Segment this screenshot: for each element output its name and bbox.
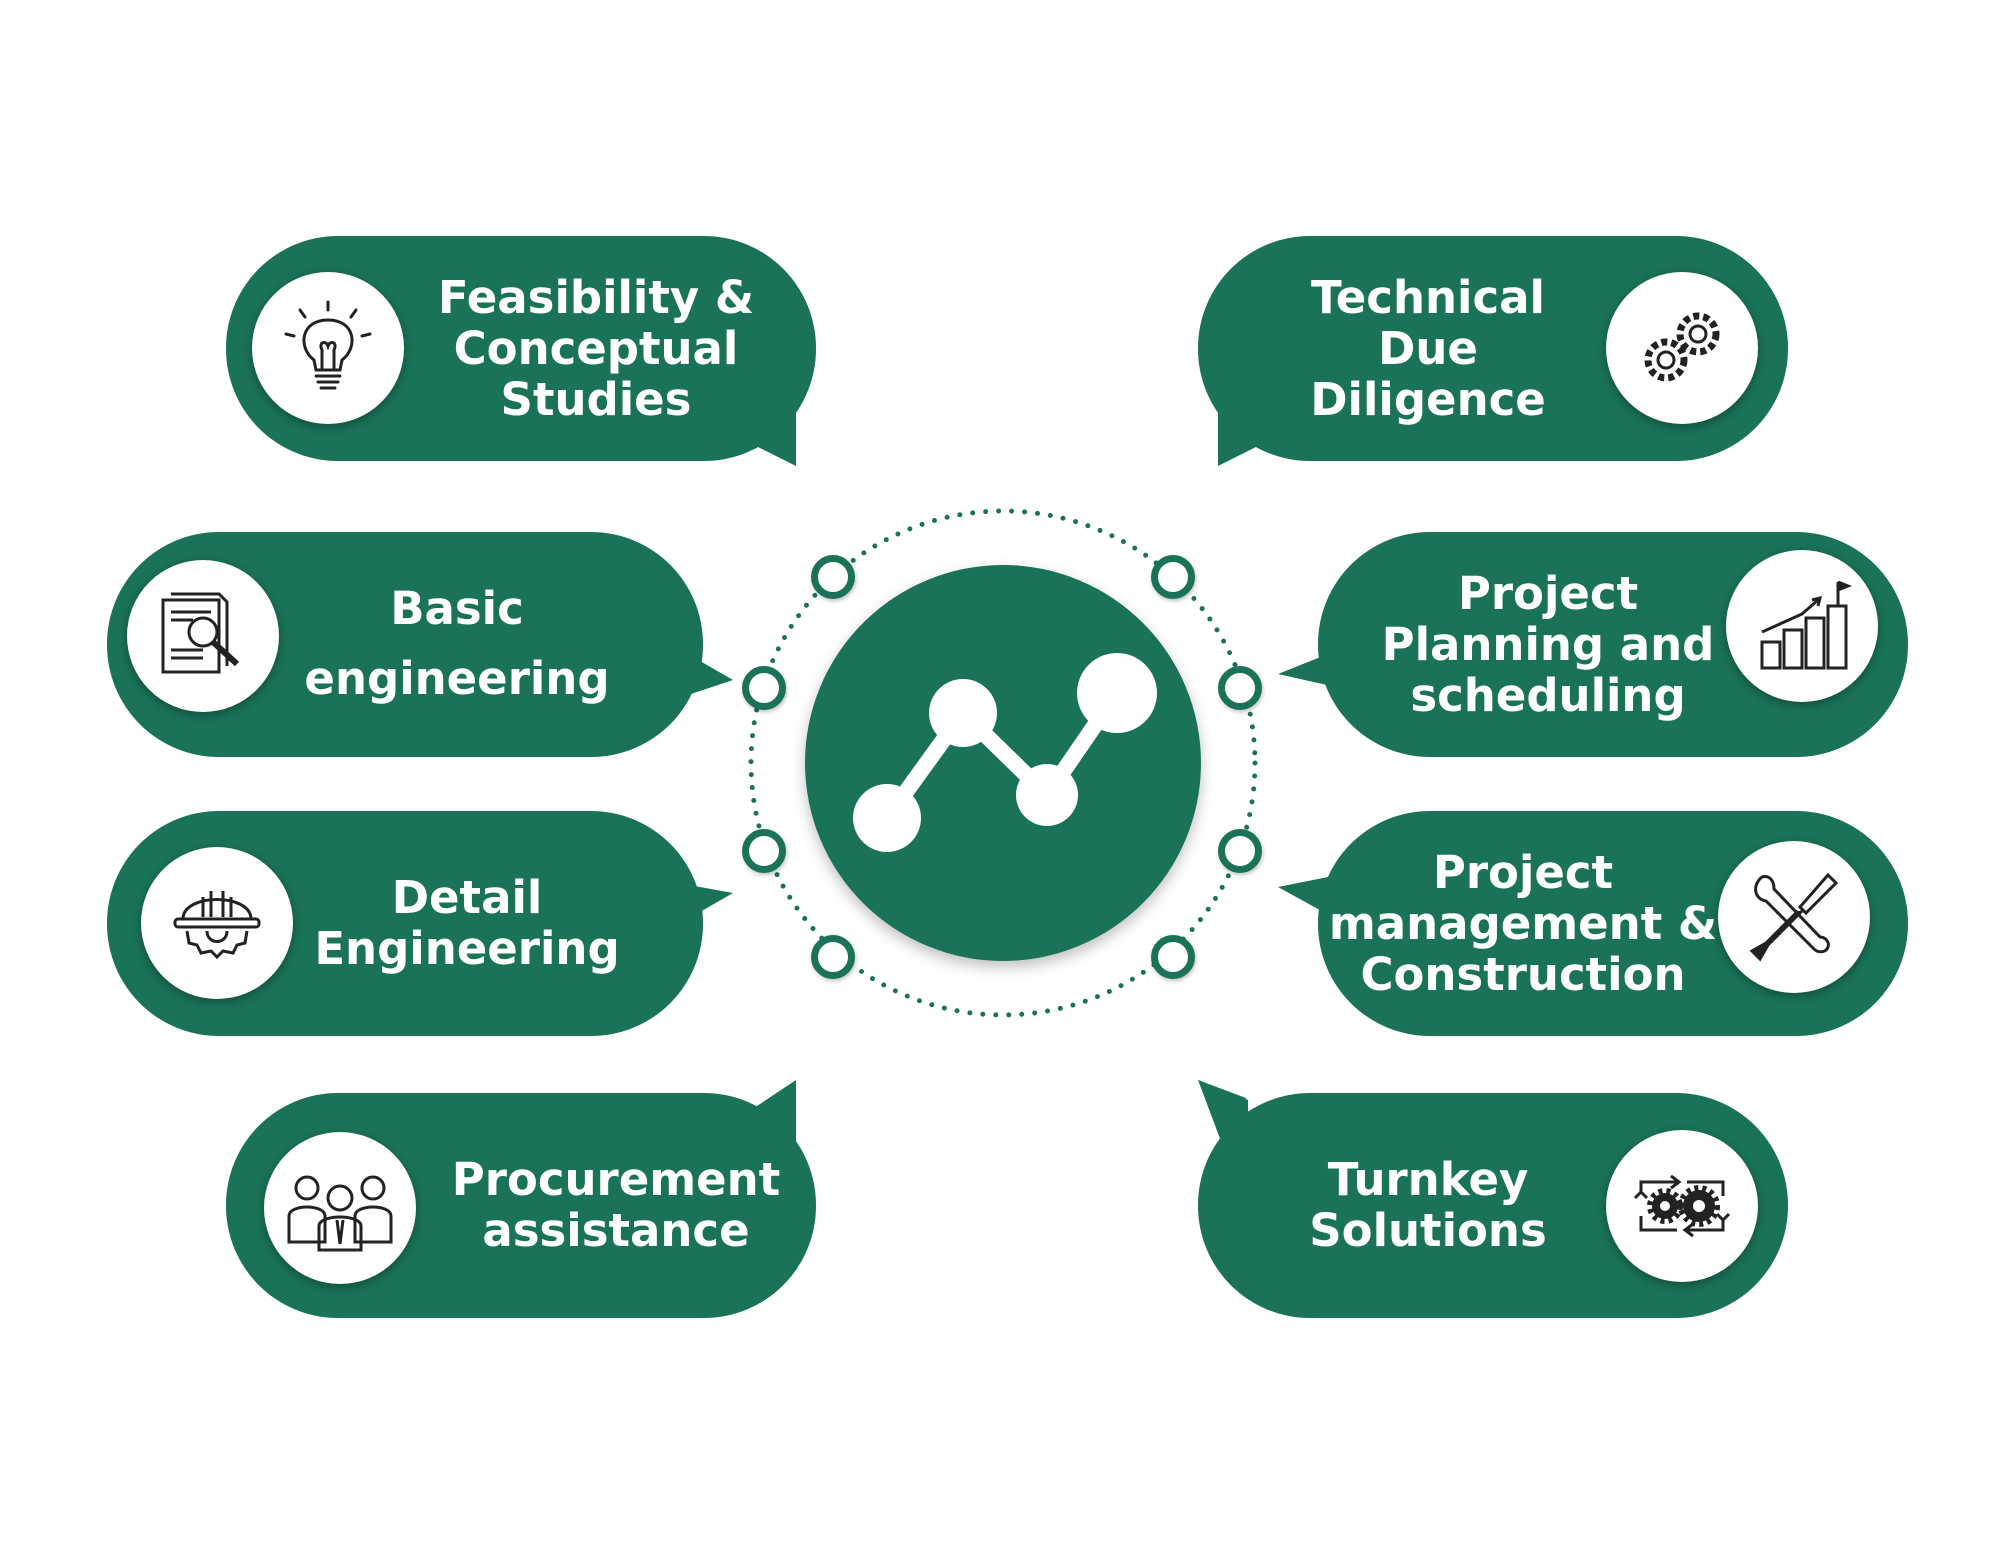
- service-label: Procurement assistance: [426, 1113, 806, 1297]
- service-label-line: Turnkey: [1327, 1153, 1529, 1206]
- bar-chart-flag-icon: [1760, 580, 1852, 670]
- service-label-line: Procurement: [451, 1153, 781, 1206]
- ring-node: [1151, 935, 1195, 979]
- gears-icon: [1644, 312, 1720, 382]
- service-label-line: scheduling: [1410, 668, 1686, 722]
- trend-line-icon: [853, 653, 1157, 852]
- service-label-line: Construction: [1360, 947, 1686, 1001]
- ring-node: [811, 935, 855, 979]
- ring-node: [811, 555, 855, 599]
- lightbulb-icon: [284, 300, 372, 390]
- service-card-planning: Project Planning and scheduling: [1278, 532, 1918, 762]
- service-card-procurement: Procurement assistance: [226, 1080, 826, 1320]
- service-label-line: Engineering: [314, 922, 620, 975]
- service-card-due-diligence: Technical Due Diligence: [1188, 236, 1788, 466]
- service-label-line: Diligence: [1310, 372, 1546, 426]
- hub-circle: [805, 565, 1201, 961]
- service-label-line: management &: [1328, 896, 1718, 950]
- service-label-line: Project: [1432, 845, 1614, 899]
- icon-badge: [1606, 272, 1758, 424]
- service-label-line: assistance: [482, 1204, 750, 1257]
- service-label-line: Basic: [390, 582, 524, 635]
- icon-badge: [1718, 841, 1870, 993]
- service-card-feasibility: Feasibility & Conceptual Studies: [226, 236, 826, 466]
- service-label-line: Studies: [500, 372, 692, 426]
- ring-node: [1218, 666, 1262, 710]
- document-search-icon: [161, 592, 240, 674]
- service-card-turnkey: Turnkey Solutions: [1188, 1080, 1788, 1320]
- service-label: Technical Due Diligence: [1268, 256, 1588, 440]
- service-card-management: Project management & Construction: [1278, 811, 1918, 1041]
- wrench-screwdriver-icon: [1749, 872, 1839, 962]
- icon-badge: [141, 847, 293, 999]
- service-label: Detail Engineering: [297, 831, 637, 1015]
- service-label: Turnkey Solutions: [1268, 1113, 1588, 1297]
- icon-badge: [127, 560, 279, 712]
- icon-badge: [1606, 1130, 1758, 1282]
- ring-node: [1151, 555, 1195, 599]
- service-label-line: Solutions: [1309, 1204, 1547, 1257]
- gears-cycle-icon: [1633, 1174, 1731, 1238]
- service-card-basic: Basic engineering: [107, 532, 747, 762]
- hardhat-gear-icon: [173, 891, 261, 960]
- people-group-icon: [287, 1175, 393, 1252]
- service-label-line: engineering: [304, 652, 610, 705]
- ring-node: [742, 666, 786, 710]
- service-card-detail: Detail Engineering: [107, 811, 747, 1041]
- service-label-line: Conceptual: [453, 321, 739, 375]
- service-label-line: Technical: [1311, 270, 1545, 324]
- icon-badge: [264, 1132, 416, 1284]
- service-label-line: Planning and: [1381, 617, 1715, 671]
- ring-node: [1218, 829, 1262, 873]
- service-label-line: Detail: [391, 871, 543, 924]
- service-label-line: Project: [1457, 566, 1639, 620]
- service-label-line: Due: [1378, 321, 1478, 375]
- icon-badge: [252, 272, 404, 424]
- service-label: Project management & Construction: [1328, 831, 1718, 1015]
- icon-badge: [1726, 550, 1878, 702]
- service-label: Feasibility & Conceptual Studies: [406, 256, 786, 440]
- service-label: Project Planning and scheduling: [1368, 552, 1728, 736]
- service-label-line: Feasibility &: [437, 270, 755, 324]
- ring-node: [742, 829, 786, 873]
- service-label: Basic engineering: [287, 552, 627, 736]
